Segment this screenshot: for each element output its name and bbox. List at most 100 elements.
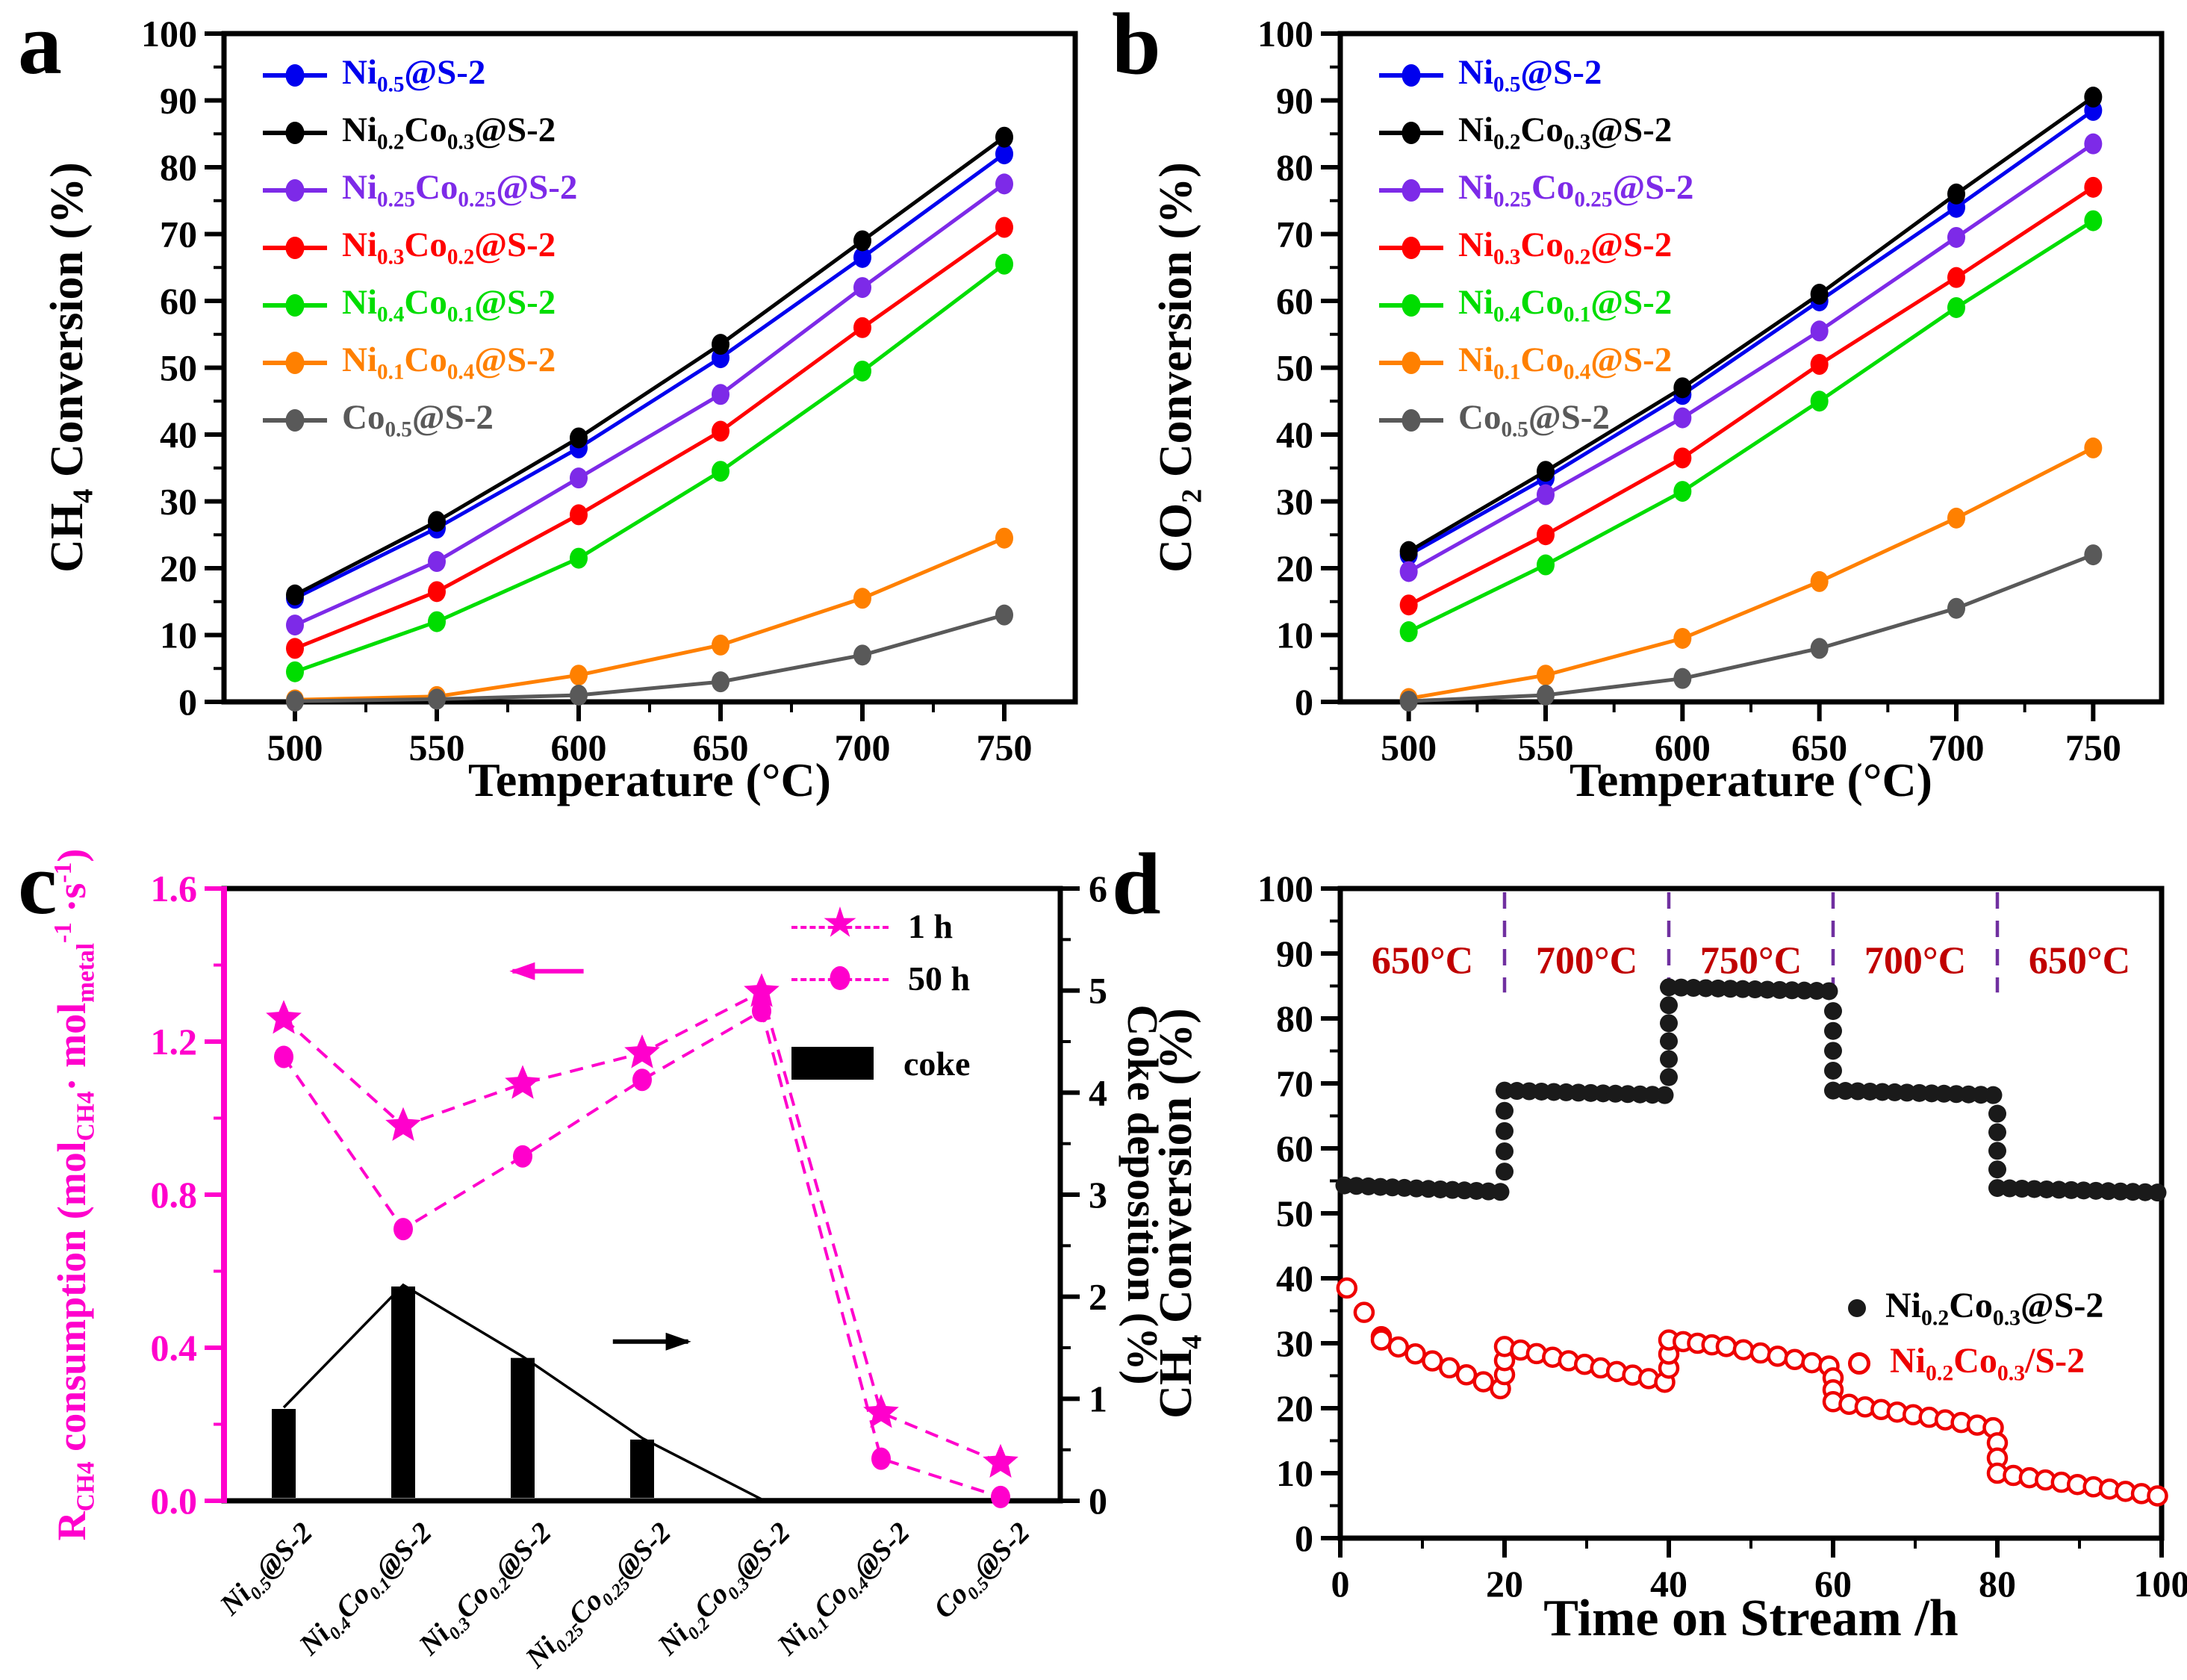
- legend-item: ★ 1 h: [791, 900, 970, 952]
- legend-item: Ni0.2Co0.3/S-2: [1848, 1336, 2103, 1391]
- panel-b-legend: Ni0.5@S-2 Ni0.2Co0.3@S-2 Ni0.25Co0.25@S-2 N…: [1379, 46, 1693, 449]
- svg-text:0: 0: [178, 681, 197, 723]
- svg-text:0: 0: [1295, 681, 1313, 723]
- svg-text:70: 70: [1276, 1063, 1313, 1104]
- legend-item-label: Ni0.25Co0.25@S-2: [1458, 168, 1694, 212]
- panel-c-plot: 0.0 0.4 0.8 1.2 1.6 0 1 2 3 4 5 6: [151, 868, 1108, 1522]
- svg-text:700: 700: [835, 727, 891, 768]
- svg-text:100: 100: [141, 13, 197, 55]
- svg-text:80: 80: [1276, 998, 1313, 1039]
- temperature-region-label: 650°C: [2029, 940, 2130, 983]
- svg-text:90: 90: [1276, 80, 1313, 122]
- svg-text:0.8: 0.8: [151, 1174, 198, 1216]
- svg-text:30: 30: [160, 481, 197, 523]
- svg-text:0: 0: [1089, 1480, 1107, 1522]
- legend-item: Ni0.2Co0.3@S-2: [263, 104, 577, 161]
- svg-text:1.2: 1.2: [151, 1021, 198, 1063]
- svg-text:0: 0: [1295, 1517, 1313, 1559]
- legend-item: Ni0.25Co0.25@S-2: [1379, 161, 1693, 219]
- svg-text:30: 30: [1276, 481, 1313, 523]
- panel-a-legend: Ni0.5@S-2 Ni0.2Co0.3@S-2 Ni0.25Co0.25@S-2 N…: [263, 46, 577, 449]
- svg-text:70: 70: [1276, 214, 1313, 255]
- panel-b-plot: 0 10 20 30 40 50 60 70 80 90 100 500 550 600 650 700 750: [1257, 13, 2165, 768]
- legend-item-label: Ni0.3Co0.2@S-2: [342, 225, 556, 270]
- svg-text:0: 0: [1331, 1563, 1350, 1605]
- svg-text:100: 100: [2134, 1563, 2187, 1605]
- svg-text:50: 50: [1276, 1192, 1313, 1234]
- svg-text:60: 60: [160, 280, 197, 322]
- svg-text:700: 700: [1929, 727, 1985, 768]
- svg-text:60: 60: [1814, 1563, 1852, 1605]
- legend-marker-line: [1379, 187, 1443, 193]
- panel-d-x-axis-label: Time on Stream /h: [1543, 1590, 1959, 1647]
- svg-text:80: 80: [1276, 146, 1313, 188]
- legend-item: Ni0.2Co0.3@S-2: [1848, 1281, 2103, 1336]
- svg-text:1: 1: [1089, 1378, 1107, 1419]
- panel-c: c RCH4 consumption (molCH4· molmetal-1 ·…: [0, 840, 1167, 1680]
- legend-item: 50 h: [791, 952, 970, 1004]
- temperature-region-label: 750°C: [1700, 940, 1802, 983]
- legend-marker-line: [1379, 130, 1443, 135]
- svg-text:90: 90: [160, 80, 197, 122]
- legend-item-label: Co0.5@S-2: [1458, 398, 1610, 442]
- legend-item: Co0.5@S-2: [263, 391, 577, 449]
- panel-d-plot: 0 10 20 30 40 50 60 70 80 90 100 0 20 40 60 80 100 650°C 7…: [1257, 868, 2187, 1605]
- svg-text:10: 10: [1276, 615, 1313, 656]
- legend-marker-line: [1379, 360, 1443, 365]
- legend-marker-circle: [791, 957, 889, 999]
- svg-text:50: 50: [160, 347, 197, 389]
- svg-text:20: 20: [160, 547, 197, 589]
- svg-text:1.6: 1.6: [151, 868, 198, 909]
- legend-item: coke: [791, 1037, 970, 1089]
- panel-c-legend: ★ 1 h 50 h coke: [791, 900, 970, 1089]
- legend-dashed-line: [791, 926, 889, 929]
- svg-text:600: 600: [1655, 727, 1711, 768]
- legend-marker-line: [263, 302, 327, 308]
- panel-b-letter: b: [1112, 0, 1161, 93]
- legend-item-label: 1 h: [908, 906, 953, 945]
- legend-item: Ni0.5@S-2: [1379, 46, 1693, 104]
- panel-a-plot: 0 10 20 30 40 50 60 70 80 90 100 500 550 600 650 700 750: [141, 13, 1078, 768]
- legend-item-label: Ni0.2Co0.3@S-2: [1458, 111, 1673, 155]
- svg-text:40: 40: [160, 414, 197, 455]
- svg-text:10: 10: [1276, 1452, 1313, 1494]
- svg-text:600: 600: [551, 727, 607, 768]
- legend-marker-star: ★: [791, 900, 889, 947]
- svg-text:650: 650: [1791, 727, 1847, 768]
- legend-marker-line: [1379, 72, 1443, 78]
- svg-text:750: 750: [2065, 727, 2121, 768]
- svg-text:70: 70: [160, 214, 197, 255]
- svg-text:100: 100: [1257, 868, 1313, 909]
- svg-text:50: 50: [1276, 347, 1313, 389]
- legend-item: Ni0.4Co0.1@S-2: [1379, 276, 1693, 334]
- svg-text:500: 500: [267, 727, 323, 768]
- svg-text:80: 80: [160, 146, 197, 188]
- svg-text:60: 60: [1276, 280, 1313, 322]
- svg-text:500: 500: [1381, 727, 1437, 768]
- legend-item-label: 50 h: [908, 959, 971, 998]
- svg-text:0.4: 0.4: [151, 1327, 198, 1369]
- svg-text:20: 20: [1276, 547, 1313, 589]
- svg-text:20: 20: [1276, 1387, 1313, 1429]
- legend-item-label: Ni0.1Co0.4@S-2: [1458, 340, 1673, 385]
- legend-item-label: Ni0.3Co0.2@S-2: [1458, 225, 1673, 270]
- svg-text:6: 6: [1089, 868, 1107, 909]
- circle-icon: [830, 966, 850, 990]
- open-dot-icon: [1848, 1352, 1870, 1375]
- svg-text:10: 10: [160, 615, 197, 656]
- svg-text:0.0: 0.0: [151, 1480, 198, 1522]
- svg-text:2: 2: [1089, 1276, 1107, 1318]
- legend-marker-line: [263, 417, 327, 423]
- svg-text:40: 40: [1276, 1257, 1313, 1299]
- legend-item: Co0.5@S-2: [1379, 391, 1693, 449]
- legend-marker-line: [263, 187, 327, 193]
- legend-item: Ni0.25Co0.25@S-2: [263, 161, 577, 219]
- svg-text:550: 550: [409, 727, 465, 768]
- star-icon: ★: [821, 900, 859, 947]
- coke-swatch: [791, 1047, 874, 1080]
- legend-marker-line: [263, 130, 327, 135]
- legend-item-label: Ni0.2Co0.3@S-2: [1885, 1286, 2104, 1331]
- legend-item-label: Ni0.25Co0.25@S-2: [342, 168, 578, 212]
- filled-dot-icon: [1848, 1299, 1866, 1317]
